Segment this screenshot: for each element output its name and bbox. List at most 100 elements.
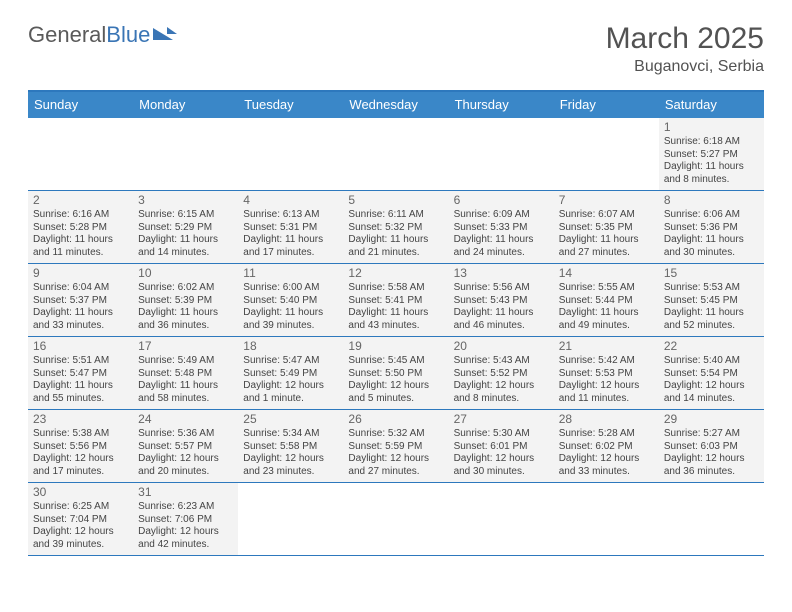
calendar-cell: 26Sunrise: 5:32 AMSunset: 5:59 PMDayligh… — [343, 410, 448, 482]
calendar-cell: 29Sunrise: 5:27 AMSunset: 6:03 PMDayligh… — [659, 410, 764, 482]
sunrise-text: Sunrise: 5:38 AM — [33, 428, 128, 441]
sunset-text: Sunset: 5:59 PM — [348, 441, 443, 454]
sunset-text: Sunset: 6:02 PM — [559, 441, 654, 454]
daylight-text: Daylight: 11 hours and 46 minutes. — [454, 307, 549, 332]
day-header-wednesday: Wednesday — [343, 92, 448, 118]
sunset-text: Sunset: 7:06 PM — [138, 514, 233, 527]
sunset-text: Sunset: 5:53 PM — [559, 368, 654, 381]
daylight-text: Daylight: 12 hours and 27 minutes. — [348, 453, 443, 478]
sunrise-text: Sunrise: 5:45 AM — [348, 355, 443, 368]
day-number: 27 — [454, 412, 549, 427]
calendar-body: 1Sunrise: 6:18 AMSunset: 5:27 PMDaylight… — [28, 118, 764, 556]
calendar-cell: 19Sunrise: 5:45 AMSunset: 5:50 PMDayligh… — [343, 337, 448, 409]
calendar: Sunday Monday Tuesday Wednesday Thursday… — [28, 90, 764, 556]
daylight-text: Daylight: 12 hours and 17 minutes. — [33, 453, 128, 478]
daylight-text: Daylight: 11 hours and 58 minutes. — [138, 380, 233, 405]
sunrise-text: Sunrise: 5:27 AM — [664, 428, 759, 441]
sunset-text: Sunset: 5:43 PM — [454, 295, 549, 308]
calendar-cell: 3Sunrise: 6:15 AMSunset: 5:29 PMDaylight… — [133, 191, 238, 263]
daylight-text: Daylight: 11 hours and 43 minutes. — [348, 307, 443, 332]
day-number: 7 — [559, 193, 654, 208]
day-number: 24 — [138, 412, 233, 427]
day-number: 2 — [33, 193, 128, 208]
day-number: 21 — [559, 339, 654, 354]
calendar-week: 23Sunrise: 5:38 AMSunset: 5:56 PMDayligh… — [28, 410, 764, 483]
daylight-text: Daylight: 11 hours and 30 minutes. — [664, 234, 759, 259]
calendar-week: 9Sunrise: 6:04 AMSunset: 5:37 PMDaylight… — [28, 264, 764, 337]
sunrise-text: Sunrise: 6:13 AM — [243, 209, 338, 222]
calendar-cell: 18Sunrise: 5:47 AMSunset: 5:49 PMDayligh… — [238, 337, 343, 409]
calendar-cell: 28Sunrise: 5:28 AMSunset: 6:02 PMDayligh… — [554, 410, 659, 482]
day-number: 18 — [243, 339, 338, 354]
daylight-text: Daylight: 12 hours and 36 minutes. — [664, 453, 759, 478]
calendar-cell: 7Sunrise: 6:07 AMSunset: 5:35 PMDaylight… — [554, 191, 659, 263]
sunrise-text: Sunrise: 5:36 AM — [138, 428, 233, 441]
sunset-text: Sunset: 5:56 PM — [33, 441, 128, 454]
sunrise-text: Sunrise: 5:49 AM — [138, 355, 233, 368]
sunrise-text: Sunrise: 5:47 AM — [243, 355, 338, 368]
daylight-text: Daylight: 11 hours and 36 minutes. — [138, 307, 233, 332]
calendar-cell: 22Sunrise: 5:40 AMSunset: 5:54 PMDayligh… — [659, 337, 764, 409]
calendar-cell: 25Sunrise: 5:34 AMSunset: 5:58 PMDayligh… — [238, 410, 343, 482]
day-number: 17 — [138, 339, 233, 354]
calendar-cell: 31Sunrise: 6:23 AMSunset: 7:06 PMDayligh… — [133, 483, 238, 555]
calendar-cell-empty — [659, 483, 764, 555]
day-number: 29 — [664, 412, 759, 427]
day-number: 1 — [664, 120, 759, 135]
logo: GeneralBlue — [28, 22, 177, 48]
daylight-text: Daylight: 12 hours and 20 minutes. — [138, 453, 233, 478]
day-number: 19 — [348, 339, 443, 354]
calendar-cell-empty — [554, 483, 659, 555]
calendar-cell-empty — [554, 118, 659, 190]
calendar-cell: 21Sunrise: 5:42 AMSunset: 5:53 PMDayligh… — [554, 337, 659, 409]
sunrise-text: Sunrise: 5:58 AM — [348, 282, 443, 295]
sunset-text: Sunset: 7:04 PM — [33, 514, 128, 527]
sunset-text: Sunset: 6:03 PM — [664, 441, 759, 454]
sunrise-text: Sunrise: 5:30 AM — [454, 428, 549, 441]
sunrise-text: Sunrise: 6:09 AM — [454, 209, 549, 222]
day-number: 30 — [33, 485, 128, 500]
month-title: March 2025 — [606, 22, 764, 56]
day-number: 22 — [664, 339, 759, 354]
calendar-cell: 15Sunrise: 5:53 AMSunset: 5:45 PMDayligh… — [659, 264, 764, 336]
calendar-week: 2Sunrise: 6:16 AMSunset: 5:28 PMDaylight… — [28, 191, 764, 264]
sunset-text: Sunset: 5:33 PM — [454, 222, 549, 235]
day-number: 5 — [348, 193, 443, 208]
day-number: 12 — [348, 266, 443, 281]
day-headers: Sunday Monday Tuesday Wednesday Thursday… — [28, 92, 764, 118]
sunrise-text: Sunrise: 5:34 AM — [243, 428, 338, 441]
day-header-friday: Friday — [554, 92, 659, 118]
day-number: 28 — [559, 412, 654, 427]
sunrise-text: Sunrise: 5:42 AM — [559, 355, 654, 368]
sunset-text: Sunset: 5:37 PM — [33, 295, 128, 308]
day-number: 26 — [348, 412, 443, 427]
calendar-cell: 6Sunrise: 6:09 AMSunset: 5:33 PMDaylight… — [449, 191, 554, 263]
calendar-cell: 17Sunrise: 5:49 AMSunset: 5:48 PMDayligh… — [133, 337, 238, 409]
daylight-text: Daylight: 12 hours and 14 minutes. — [664, 380, 759, 405]
day-number: 23 — [33, 412, 128, 427]
calendar-cell: 10Sunrise: 6:02 AMSunset: 5:39 PMDayligh… — [133, 264, 238, 336]
sunset-text: Sunset: 5:35 PM — [559, 222, 654, 235]
logo-triangle-icon-small — [167, 27, 177, 34]
title-block: March 2025 Buganovci, Serbia — [606, 22, 764, 76]
day-number: 13 — [454, 266, 549, 281]
calendar-cell: 5Sunrise: 6:11 AMSunset: 5:32 PMDaylight… — [343, 191, 448, 263]
sunset-text: Sunset: 5:41 PM — [348, 295, 443, 308]
day-number: 6 — [454, 193, 549, 208]
sunrise-text: Sunrise: 5:55 AM — [559, 282, 654, 295]
daylight-text: Daylight: 12 hours and 39 minutes. — [33, 526, 128, 551]
sunset-text: Sunset: 5:36 PM — [664, 222, 759, 235]
daylight-text: Daylight: 11 hours and 24 minutes. — [454, 234, 549, 259]
sunset-text: Sunset: 5:49 PM — [243, 368, 338, 381]
sunrise-text: Sunrise: 5:32 AM — [348, 428, 443, 441]
daylight-text: Daylight: 11 hours and 21 minutes. — [348, 234, 443, 259]
calendar-week: 30Sunrise: 6:25 AMSunset: 7:04 PMDayligh… — [28, 483, 764, 556]
logo-text-1: General — [28, 22, 106, 48]
calendar-week: 16Sunrise: 5:51 AMSunset: 5:47 PMDayligh… — [28, 337, 764, 410]
calendar-cell: 27Sunrise: 5:30 AMSunset: 6:01 PMDayligh… — [449, 410, 554, 482]
calendar-cell: 4Sunrise: 6:13 AMSunset: 5:31 PMDaylight… — [238, 191, 343, 263]
day-header-thursday: Thursday — [449, 92, 554, 118]
day-header-sunday: Sunday — [28, 92, 133, 118]
calendar-cell-empty — [343, 118, 448, 190]
sunset-text: Sunset: 5:58 PM — [243, 441, 338, 454]
